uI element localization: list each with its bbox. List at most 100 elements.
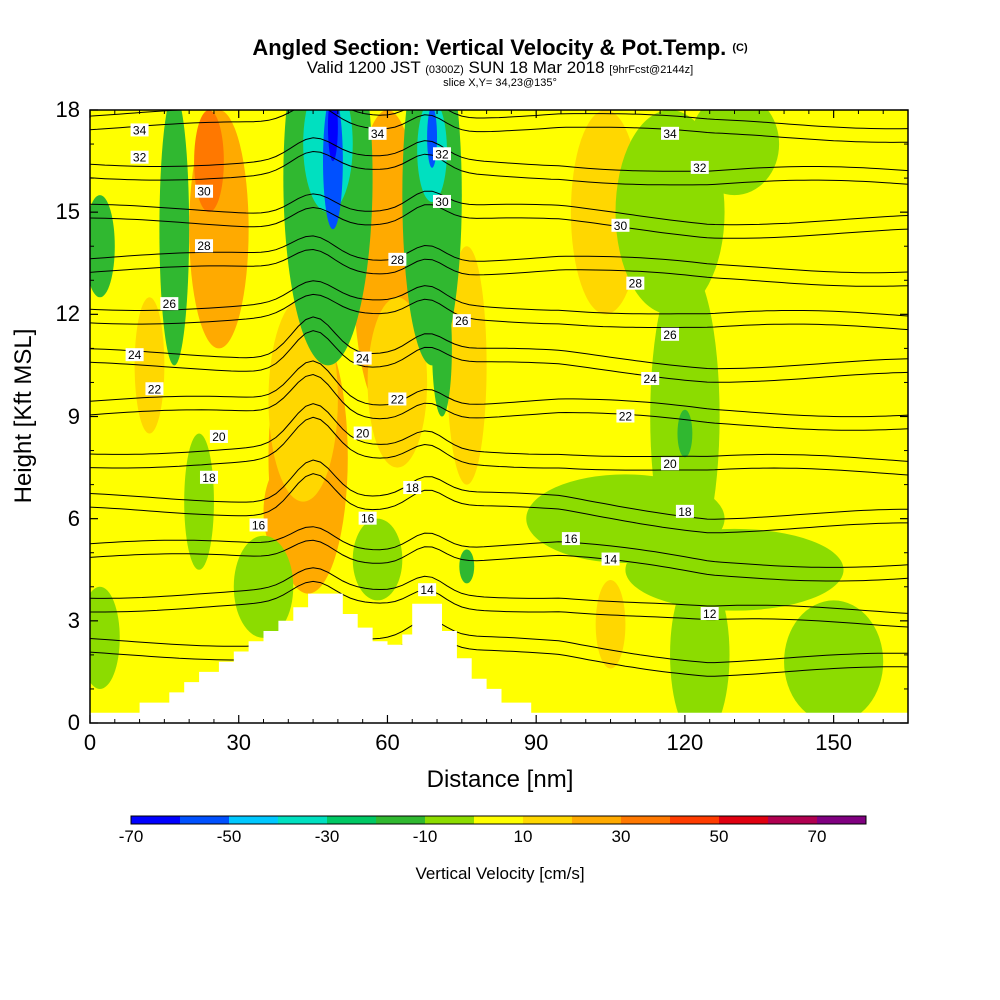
velocity-cell xyxy=(677,409,693,458)
x-tick-label: 30 xyxy=(226,730,251,755)
colorbar-swatch xyxy=(670,816,720,824)
theta-contour xyxy=(90,580,908,628)
velocity-cell xyxy=(233,535,294,638)
theta-label: 20 xyxy=(663,457,677,471)
theta-label: 30 xyxy=(197,185,211,199)
y-tick-label: 6 xyxy=(67,505,80,531)
theta-contour xyxy=(90,539,908,582)
theta-label: 28 xyxy=(629,277,643,291)
theta-contour xyxy=(90,248,908,287)
x-tick-label: 0 xyxy=(83,730,97,755)
theta-label-bg xyxy=(452,314,471,328)
theta-contour xyxy=(90,190,908,226)
theta-label-bg xyxy=(130,123,149,137)
colorbar-tick-label: -10 xyxy=(412,827,438,846)
theta-label: 32 xyxy=(435,147,449,161)
theta-label: 14 xyxy=(420,583,434,597)
theta-label: 12 xyxy=(703,607,717,621)
theta-label-bg xyxy=(418,583,437,597)
colorbar-tick-label: -70 xyxy=(118,827,144,846)
theta-contour xyxy=(90,360,908,418)
theta-label: 24 xyxy=(644,372,658,386)
theta-label: 34 xyxy=(663,127,677,141)
y-axis-title: Height [Kft MSL] xyxy=(10,328,37,504)
theta-contour xyxy=(90,459,908,520)
theta-contour xyxy=(90,416,908,476)
theta-label-bg xyxy=(626,276,645,290)
theta-label-bg xyxy=(353,351,372,365)
colorbar-swatch xyxy=(131,816,181,824)
theta-label: 16 xyxy=(564,532,578,546)
theta-label: 30 xyxy=(614,219,628,233)
theta-label-bg xyxy=(432,194,451,208)
theta-label-bg xyxy=(601,552,620,566)
colorbar-swatch xyxy=(180,816,230,824)
theta-contour xyxy=(90,632,908,677)
theta-label-bg xyxy=(388,392,407,406)
chart-subtitle: Valid 1200 JST (0300Z) SUN 18 Mar 2018 [… xyxy=(306,58,694,77)
theta-label: 14 xyxy=(604,553,618,567)
theta-label-bg xyxy=(616,409,635,423)
theta-label: 18 xyxy=(678,505,692,519)
theta-label: 24 xyxy=(356,352,370,366)
theta-contours xyxy=(90,110,908,677)
theta-contour xyxy=(90,204,908,239)
velocity-cell xyxy=(327,110,338,162)
theta-label: 24 xyxy=(128,348,142,362)
velocity-cell xyxy=(459,549,475,584)
theta-label-bg xyxy=(358,511,377,525)
theta-label-bg xyxy=(145,382,164,396)
theta-contour xyxy=(90,526,908,568)
theta-label: 18 xyxy=(202,471,216,485)
theta-label-bg xyxy=(641,372,660,386)
theta-label-bg xyxy=(160,297,179,311)
theta-contour xyxy=(90,567,908,614)
terrain xyxy=(90,593,908,723)
velocity-cell xyxy=(784,600,884,723)
theta-label-bg xyxy=(209,429,228,443)
theta-label-bg xyxy=(368,126,387,140)
theta-label: 28 xyxy=(391,253,405,267)
theta-contour xyxy=(90,473,908,534)
theta-contour xyxy=(90,619,908,664)
colorbar-tick-label: -50 xyxy=(216,827,242,846)
colorbar-swatch xyxy=(768,816,818,824)
theta-contour xyxy=(90,330,908,383)
chart-title-block: Angled Section: Vertical Velocity & Pot.… xyxy=(0,36,1000,89)
colorbar-tick-label: 30 xyxy=(611,827,631,846)
colorbar-tick-label: 10 xyxy=(513,827,533,846)
theta-label: 20 xyxy=(356,427,370,441)
colorbar-swatch xyxy=(719,816,769,824)
x-tick-label: 90 xyxy=(523,730,549,755)
theta-contour xyxy=(90,110,908,143)
theta-contour xyxy=(90,316,908,370)
theta-label-bg xyxy=(388,252,407,266)
theta-label-bg xyxy=(130,150,149,164)
velocity-cell xyxy=(184,433,214,570)
colorbar-tick-label: 50 xyxy=(709,827,729,846)
theta-label-bg xyxy=(249,518,268,532)
colorbar-swatch xyxy=(425,816,475,824)
theta-contour xyxy=(90,403,908,462)
colorbar-swatch xyxy=(621,816,671,824)
y-tick-label: 0 xyxy=(67,710,80,735)
theta-label: 16 xyxy=(252,518,266,532)
theta-label-bg xyxy=(611,218,630,232)
colorbar-swatch xyxy=(572,816,622,824)
x-axis-title: Distance [nm] xyxy=(426,766,574,793)
colorbar-swatch xyxy=(474,816,524,824)
theta-label-bg xyxy=(195,239,214,253)
theta-label: 32 xyxy=(133,151,147,165)
theta-contour xyxy=(90,150,908,186)
x-tick-label: 60 xyxy=(375,730,400,755)
x-tick-label: 150 xyxy=(815,730,852,755)
theta-label-bg xyxy=(199,470,218,484)
theta-label-bg xyxy=(690,160,709,174)
colorbar-swatch xyxy=(327,816,377,824)
theta-label-bg xyxy=(700,607,719,621)
theta-contour xyxy=(90,235,908,274)
colorbar-swatch xyxy=(523,816,573,824)
theta-label: 22 xyxy=(391,392,405,406)
theta-label: 30 xyxy=(435,195,449,209)
